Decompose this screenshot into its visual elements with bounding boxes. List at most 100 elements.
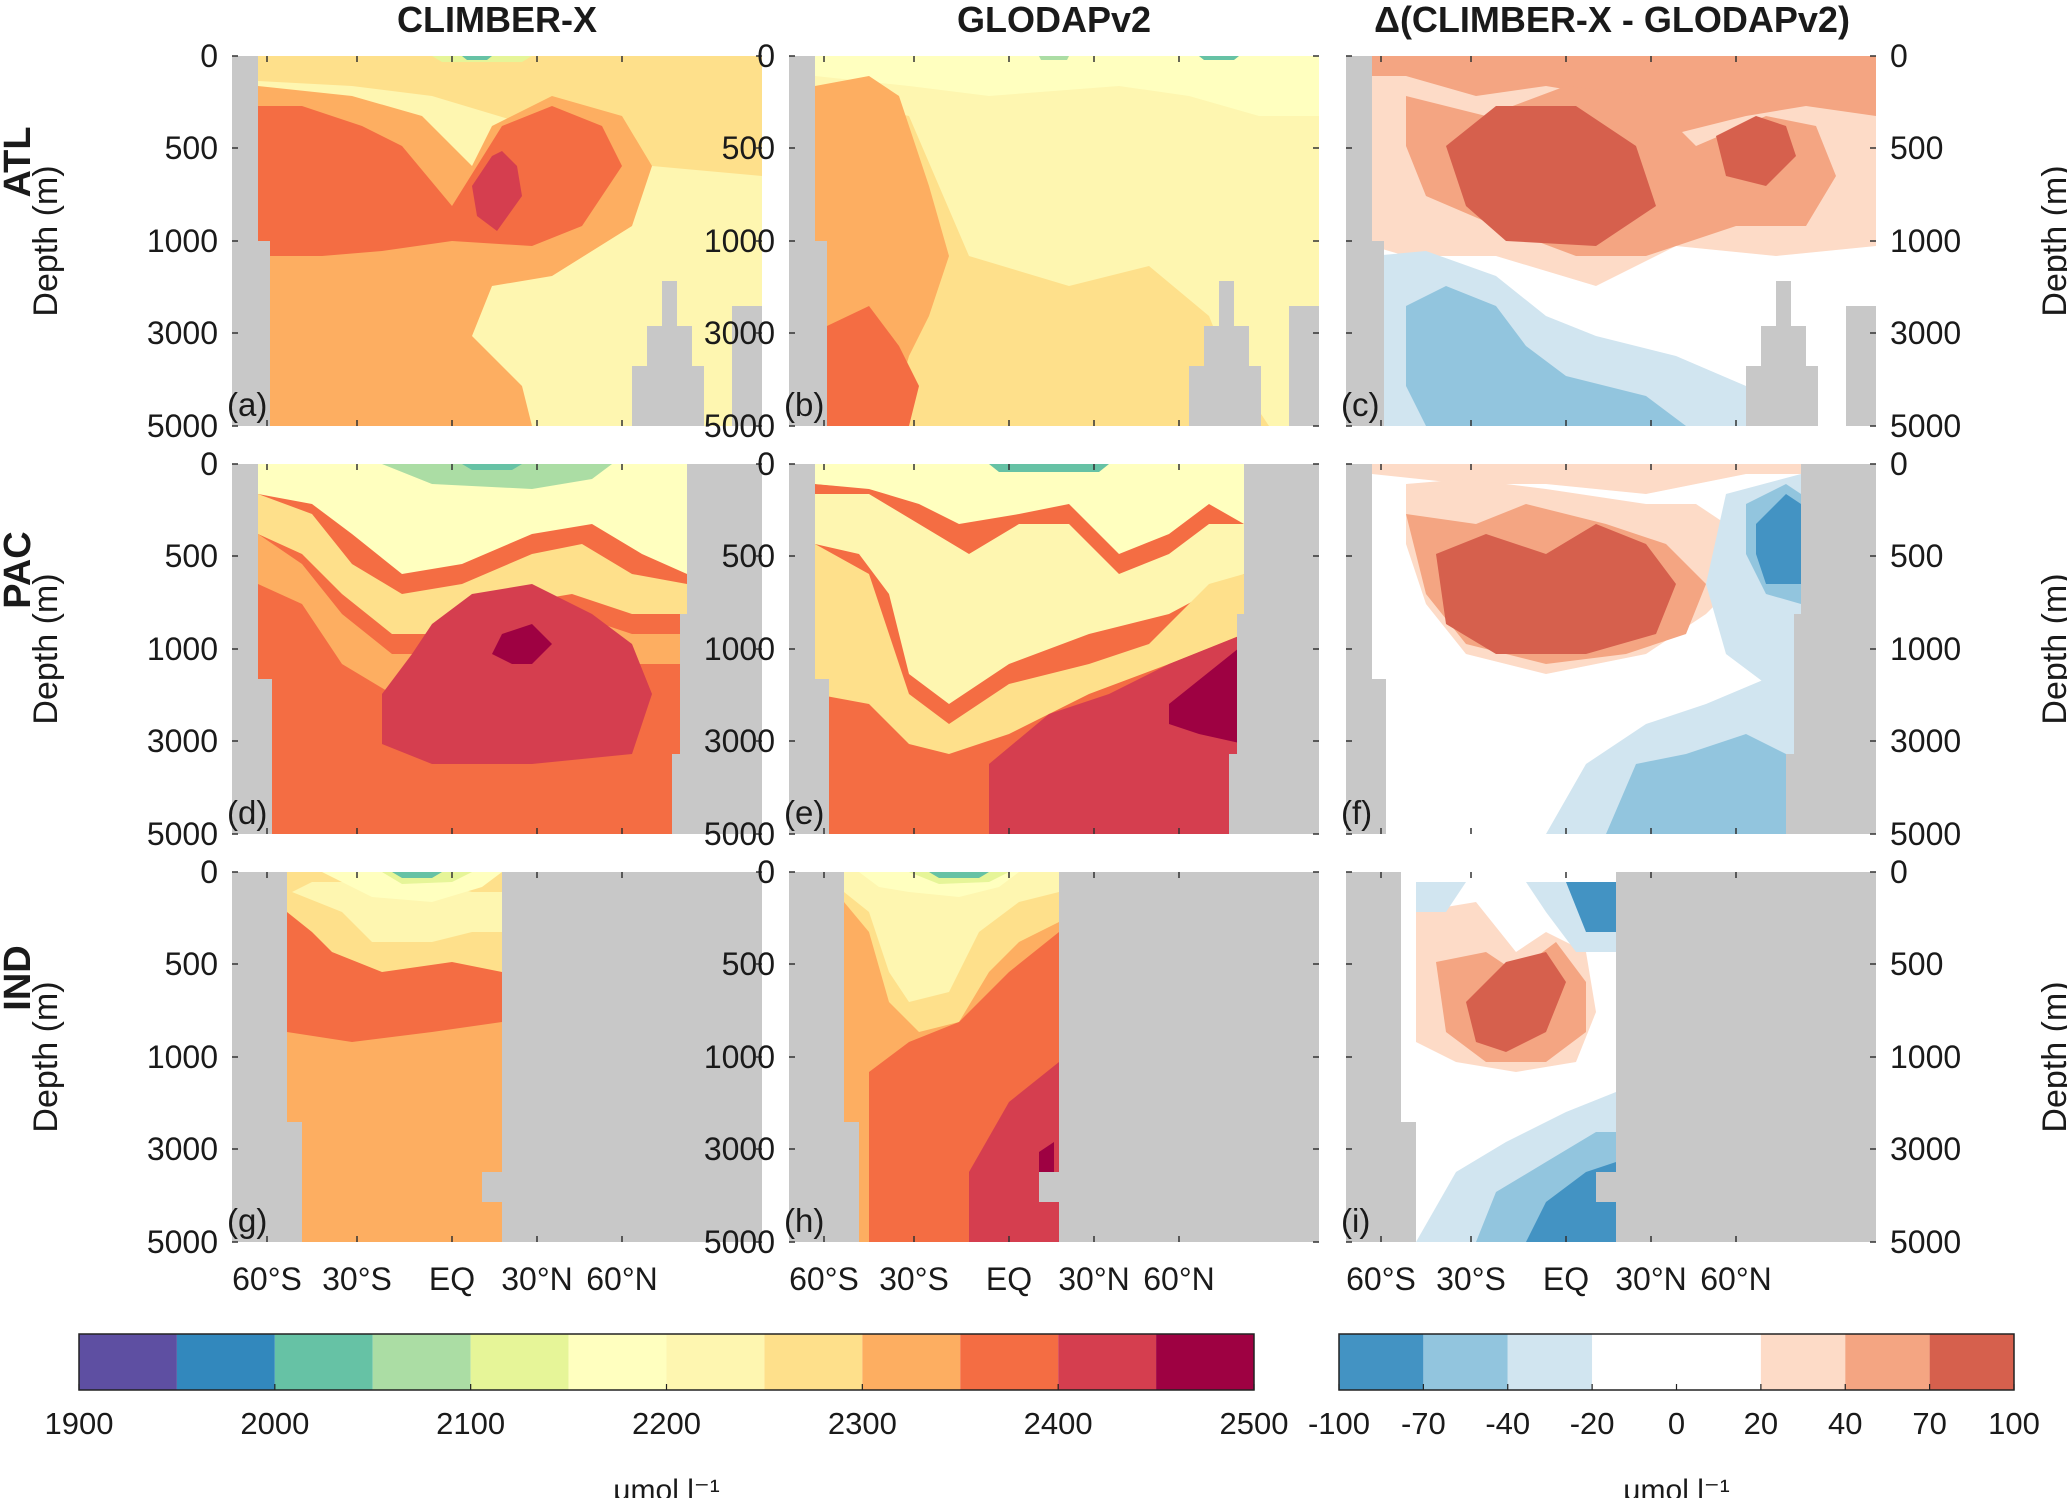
contour-region — [815, 544, 1244, 754]
depth-tick-label: 1000 — [147, 1039, 218, 1075]
latitude-tick-label: 30°S — [879, 1261, 949, 1297]
colorbar-swatch — [79, 1334, 177, 1390]
land-mask — [1234, 326, 1261, 426]
row-label-pac: PAC — [0, 531, 39, 608]
colorbar-tick-label: 2400 — [1024, 1406, 1093, 1441]
contour-region — [827, 306, 919, 426]
colorbar-swatch — [1423, 1334, 1508, 1390]
depth-tick-label: 5000 — [1890, 408, 1961, 444]
colorbar-swatch — [1760, 1334, 1846, 1390]
latitude-tick-label: 60°N — [1700, 1261, 1772, 1297]
depth-axis-label: Depth (m) — [27, 981, 65, 1132]
panel-pac-climber: (d) 0 500 1000 3000 5000 Depth (m) — [27, 446, 762, 852]
land-mask — [1346, 1122, 1416, 1242]
contour-region — [815, 494, 1244, 704]
land-mask — [789, 872, 844, 1122]
depth-tick-label: 3000 — [704, 315, 775, 351]
contour-region — [392, 872, 442, 878]
panel-letter: (h) — [784, 1202, 824, 1239]
panel-letter: (e) — [784, 794, 824, 831]
depth-tick-label: 5000 — [1890, 816, 1961, 852]
depth-tick-label: 0 — [1890, 854, 1908, 890]
contour-region — [462, 464, 522, 470]
depth-tick-label: 500 — [165, 130, 218, 166]
contour-region — [1756, 494, 1801, 584]
land-mask — [1289, 306, 1319, 426]
colorbar-tick-label: 2500 — [1220, 1406, 1289, 1441]
colorbar-swatch — [666, 1334, 765, 1390]
colorbar-swatch — [176, 1334, 275, 1390]
latitude-tick-label: EQ — [1543, 1261, 1589, 1297]
depth-tick-label: 5000 — [147, 408, 218, 444]
colorbar-difference: -100 -70 -40 -20 0 20 40 70 100 μmol l⁻¹ — [1308, 1333, 2040, 1503]
latitude-tick-label: 30°S — [322, 1261, 392, 1297]
depth-tick-label: 500 — [1890, 130, 1943, 166]
colorbar-swatch — [1592, 1334, 1677, 1390]
depth-tick-label: 3000 — [147, 315, 218, 351]
contour-region — [1466, 952, 1566, 1052]
contour-region — [1406, 286, 1686, 426]
land-mask — [232, 241, 270, 426]
colorbar-swatch — [1156, 1334, 1254, 1390]
contour-region — [989, 464, 1109, 472]
contour-region — [929, 872, 989, 878]
panel-atl-climber: (a) 0 500 1000 3000 5000 Depth (m) — [27, 38, 762, 444]
latitude-tick-label: 60°N — [1143, 1261, 1215, 1297]
latitude-tick-label: 60°S — [789, 1261, 859, 1297]
depth-tick-label: 1000 — [147, 223, 218, 259]
panel-axes — [1346, 463, 1876, 835]
land-mask — [1346, 872, 1401, 1122]
contour-region — [1436, 524, 1676, 654]
land-mask — [1791, 326, 1818, 426]
panel-atl-glodap: (b) 0 500 1000 3000 5000 — [704, 38, 1319, 444]
land-mask — [232, 464, 258, 679]
panel-axes — [789, 871, 1319, 1243]
contour-region — [258, 494, 687, 634]
depth-tick-label: 0 — [1890, 38, 1908, 74]
colorbar-tick-label: 2200 — [632, 1406, 701, 1441]
land-mask — [672, 464, 762, 834]
depth-tick-label: 500 — [1890, 946, 1943, 982]
latitude-tick-label: 60°S — [232, 1261, 302, 1297]
panel-atl-diff: (c) 0 500 1000 3000 5000 Depth (m) — [1341, 38, 2067, 444]
contour-region — [969, 1062, 1059, 1242]
depth-tick-label: 3000 — [1890, 315, 1961, 351]
contour-region — [1566, 882, 1616, 932]
contour-region — [492, 624, 552, 664]
contour-region — [472, 151, 522, 231]
depth-axis-label: Depth (m) — [27, 573, 65, 724]
colorbar-tick-label: 0 — [1668, 1406, 1685, 1441]
panel-letter: (i) — [1341, 1202, 1370, 1239]
depth-tick-label: 1000 — [704, 631, 775, 667]
row-label-atl: ATL — [0, 126, 39, 197]
land-mask — [232, 1122, 302, 1242]
land-mask — [1039, 872, 1319, 1242]
colorbar-swatch — [1058, 1334, 1157, 1390]
depth-tick-label: 3000 — [1890, 723, 1961, 759]
row-label-ind: IND — [0, 945, 39, 1010]
latitude-tick-label: 30°S — [1436, 1261, 1506, 1297]
colorbar-tick-label: 2100 — [436, 1406, 505, 1441]
colorbar-tick-label: 2300 — [828, 1406, 897, 1441]
colorbar-swatch — [1339, 1334, 1424, 1390]
depth-tick-label: 3000 — [147, 723, 218, 759]
panel-axes — [1346, 871, 1876, 1243]
depth-tick-label: 1000 — [1890, 1039, 1961, 1075]
colorbar-swatch — [960, 1334, 1059, 1390]
colorbar-swatch — [274, 1334, 373, 1390]
depth-tick-label: 1000 — [1890, 223, 1961, 259]
land-mask — [1786, 464, 1876, 834]
colorbar-tick-label: 1900 — [45, 1406, 114, 1441]
land-mask — [789, 1122, 859, 1242]
contour-region — [287, 1232, 462, 1242]
depth-axis-label: Depth (m) — [2036, 981, 2067, 1132]
contour-region — [1372, 464, 1801, 494]
colorbar-swatch — [372, 1334, 471, 1390]
depth-tick-label: 5000 — [704, 816, 775, 852]
depth-tick-label: 1000 — [704, 223, 775, 259]
panel-ind-diff: (i) 0 500 1000 3000 5000 Depth (m) 60°S 30°S EQ 30… — [1341, 854, 2067, 1297]
land-mask — [1229, 464, 1319, 834]
panel-ind-climber: (g) 0 500 1000 3000 5000 Depth (m) 60°S 30°S EQ 30… — [27, 854, 762, 1297]
